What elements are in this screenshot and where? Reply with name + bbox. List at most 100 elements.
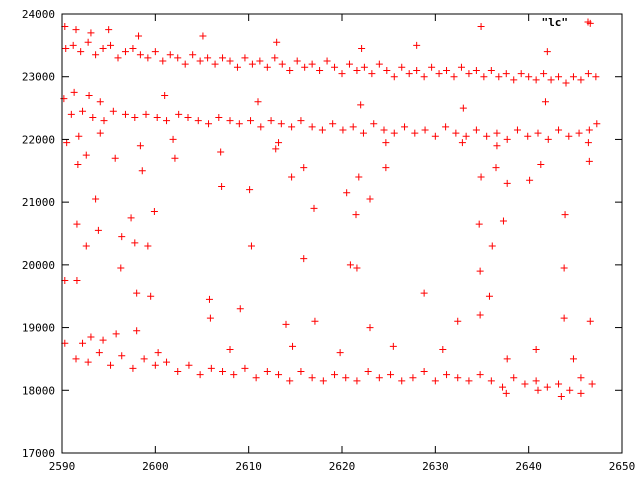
data-point (541, 98, 549, 106)
data-point (420, 367, 428, 375)
data-point (398, 377, 406, 385)
data-point (117, 264, 125, 272)
data-point (499, 217, 507, 225)
data-point (476, 371, 484, 379)
data-point (366, 195, 374, 203)
data-point (439, 346, 447, 354)
data-point (517, 70, 525, 78)
data-point (450, 73, 458, 81)
data-point (584, 70, 592, 78)
data-point (336, 349, 344, 357)
data-point (99, 44, 107, 52)
data-point (331, 63, 339, 71)
data-point (442, 123, 450, 131)
data-point (194, 117, 202, 125)
data-point (87, 333, 95, 341)
data-point (366, 324, 374, 332)
data-point (105, 26, 113, 34)
data-point (409, 374, 417, 382)
data-point (308, 60, 316, 68)
data-point (288, 123, 296, 131)
data-point (499, 383, 507, 391)
data-point (465, 377, 473, 385)
y-tick-label: 24000 (22, 8, 55, 21)
data-point (136, 142, 144, 150)
data-point (263, 367, 271, 375)
data-point (353, 377, 361, 385)
data-point (338, 70, 346, 78)
data-point (247, 117, 255, 125)
data-point (343, 189, 351, 197)
data-point (96, 98, 104, 106)
x-tick-label: 2640 (515, 460, 542, 473)
data-point (161, 92, 169, 100)
data-point (454, 374, 462, 382)
data-point (588, 380, 596, 388)
data-point (562, 79, 570, 87)
legend: "lc" (542, 16, 592, 29)
plot-area (60, 19, 601, 401)
data-point (569, 355, 577, 363)
data-point (154, 349, 162, 357)
y-tick-label: 21000 (22, 196, 55, 209)
data-point (488, 242, 496, 250)
data-point (435, 70, 443, 78)
data-point (151, 48, 159, 56)
data-point (420, 73, 428, 81)
data-point (345, 60, 353, 68)
data-point (560, 264, 568, 272)
data-point (502, 389, 510, 397)
data-point (544, 135, 552, 143)
data-point (226, 117, 234, 125)
data-point (63, 139, 71, 147)
data-point (566, 386, 574, 394)
data-point (331, 371, 339, 379)
data-point (278, 60, 286, 68)
data-point (181, 60, 189, 68)
data-point (60, 95, 68, 103)
y-tick-label: 23000 (22, 71, 55, 84)
data-point (555, 126, 563, 134)
data-point (524, 132, 532, 140)
data-point (286, 377, 294, 385)
data-point (457, 63, 465, 71)
data-point (585, 157, 593, 165)
data-point (532, 346, 540, 354)
data-point (286, 66, 294, 74)
data-point (147, 292, 155, 300)
data-point (175, 110, 183, 118)
axes: 2590 2600 2610 2620 2630 2640 2650 17000 18000 19… (22, 8, 635, 473)
data-point (540, 70, 548, 78)
data-point (263, 63, 271, 71)
x-tick-label: 2610 (235, 460, 262, 473)
data-point (140, 355, 148, 363)
data-point (555, 380, 563, 388)
data-point (557, 393, 565, 401)
data-point (316, 66, 324, 74)
data-point (121, 48, 129, 56)
data-point (205, 295, 213, 303)
data-point (252, 374, 260, 382)
data-point (199, 32, 207, 40)
data-point (94, 226, 102, 234)
data-point (577, 374, 585, 382)
data-point (565, 132, 573, 140)
data-point (196, 371, 204, 379)
data-point (142, 110, 150, 118)
data-point (308, 123, 316, 131)
data-point (73, 220, 81, 228)
legend-marker (584, 18, 592, 26)
data-point (593, 120, 601, 128)
y-tick-label: 20000 (22, 259, 55, 272)
data-point (592, 73, 600, 81)
data-point (273, 38, 281, 46)
data-point (267, 117, 275, 125)
data-point (246, 186, 254, 194)
data-point (358, 44, 366, 52)
data-point (380, 126, 388, 134)
data-point (211, 60, 219, 68)
data-point (99, 336, 107, 344)
data-point (421, 126, 429, 134)
data-point (272, 145, 280, 153)
x-tick-label: 2600 (142, 460, 169, 473)
